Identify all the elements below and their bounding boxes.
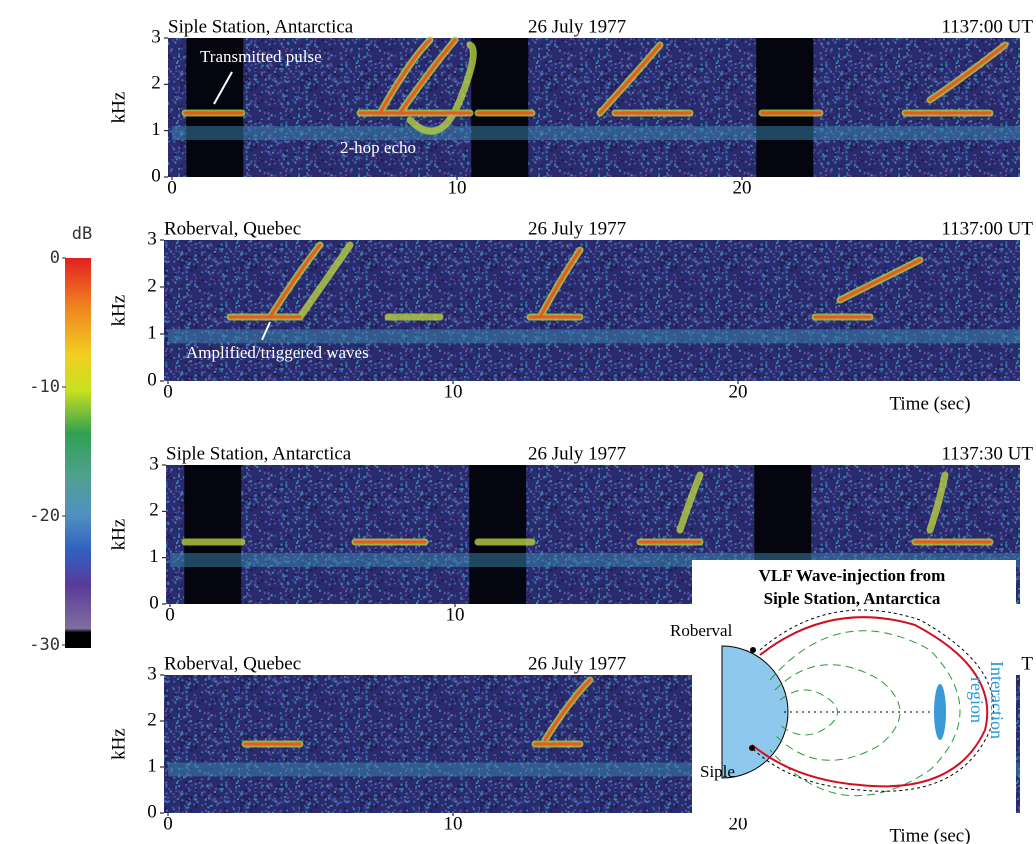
inset-label: region: [967, 677, 987, 723]
x-tick-label: 0: [167, 177, 177, 198]
colorbar-tick-label: -20: [29, 506, 60, 526]
time-stamp: 1137:00 UT: [941, 218, 1033, 239]
colorbar: dB 0 -10 -20 -30: [29, 224, 92, 655]
interaction-region: [934, 684, 946, 740]
x-axis-title: Time (sec): [889, 825, 970, 844]
hiss-band: [168, 329, 1020, 344]
y-tick-label: 1: [147, 755, 157, 776]
y-tick-label: 3: [151, 26, 161, 47]
time-stamp: 1137:30 UT: [941, 443, 1033, 464]
station: Siple Station, Antarctica: [168, 16, 354, 37]
x-tick-label: 10: [444, 381, 463, 402]
annotation: Amplified/triggered waves: [186, 343, 369, 362]
annotation: 2-hop echo: [340, 138, 416, 157]
y-tick-label: 3: [147, 228, 157, 249]
colorbar-tick-label: -10: [29, 377, 60, 397]
y-tick-label: 3: [147, 663, 157, 684]
y-tick-label: 0: [149, 592, 159, 613]
x-axis-title: Time (sec): [889, 393, 970, 414]
transmitter-gap: [184, 465, 242, 604]
time-stamp: T: [1021, 653, 1033, 674]
x-tick-label: 20: [729, 813, 748, 834]
y-tick-label: 1: [149, 546, 159, 567]
inset-label: Siple: [700, 762, 735, 781]
date: 26 July 1977: [528, 218, 626, 239]
transmitter-gap: [469, 465, 527, 604]
y-tick-label: 2: [149, 500, 159, 521]
y-tick-label: 1: [151, 119, 161, 140]
y-tick-label: 2: [147, 709, 157, 730]
emissions: [181, 36, 1009, 748]
spectrogram: [168, 38, 1020, 177]
inset-title: VLF Wave-injection from: [759, 566, 946, 585]
arrow: [213, 71, 233, 105]
station: Roberval, Quebec: [164, 218, 301, 239]
x-tick-label: 10: [446, 604, 465, 625]
transmitter-gap: [471, 38, 529, 177]
y-tick-label: 0: [147, 801, 157, 822]
date: 26 July 1977: [528, 443, 626, 464]
station: Siple Station, Antarctica: [166, 443, 352, 464]
y-tick-label: 0: [151, 165, 161, 186]
x-tick-label: 0: [163, 381, 173, 402]
y-axis-title: kHz: [108, 295, 129, 327]
time-stamp: 1137:00 UT: [941, 16, 1033, 37]
y-tick-label: 2: [151, 73, 161, 94]
arrow: [261, 321, 271, 341]
y-tick-label: 2: [147, 275, 157, 296]
y-axis-title: kHz: [108, 728, 129, 760]
date: 26 July 1977: [528, 16, 626, 37]
colorbar-tick-label: -30: [29, 635, 60, 655]
annotations: Transmitted pulse 2-hop echo Amplified/t…: [186, 47, 416, 362]
hiss-band: [172, 126, 1020, 141]
inset: VLF Wave-injection from Siple Station, A…: [670, 560, 1016, 818]
date: 26 July 1977: [528, 653, 626, 674]
x-tick-label: 0: [165, 604, 175, 625]
annotation: Transmitted pulse: [200, 47, 322, 66]
colorbar-unit: dB: [72, 224, 92, 244]
y-axis-title: kHz: [108, 519, 129, 551]
y-axis-title: kHz: [108, 92, 129, 124]
x-tick-label: 20: [733, 177, 752, 198]
y-tick-label: 3: [149, 453, 159, 474]
x-tick-label: 20: [729, 381, 748, 402]
station: Roberval, Quebec: [164, 653, 301, 674]
x-tick-label: 10: [444, 813, 463, 834]
transmitter-gap: [756, 38, 814, 177]
colorbar-tick-label: 0: [50, 248, 60, 268]
y-tick-label: 0: [147, 369, 157, 390]
inset-label: Roberval: [670, 621, 733, 640]
inset-title: Siple Station, Antarctica: [764, 589, 941, 608]
x-tick-label: 0: [163, 813, 173, 834]
inset-label: Interaction: [987, 661, 1007, 739]
transmitter-gap: [186, 38, 244, 177]
colorbar-scale: [65, 258, 91, 648]
y-tick-label: 1: [147, 322, 157, 343]
x-tick-label: 10: [448, 177, 467, 198]
